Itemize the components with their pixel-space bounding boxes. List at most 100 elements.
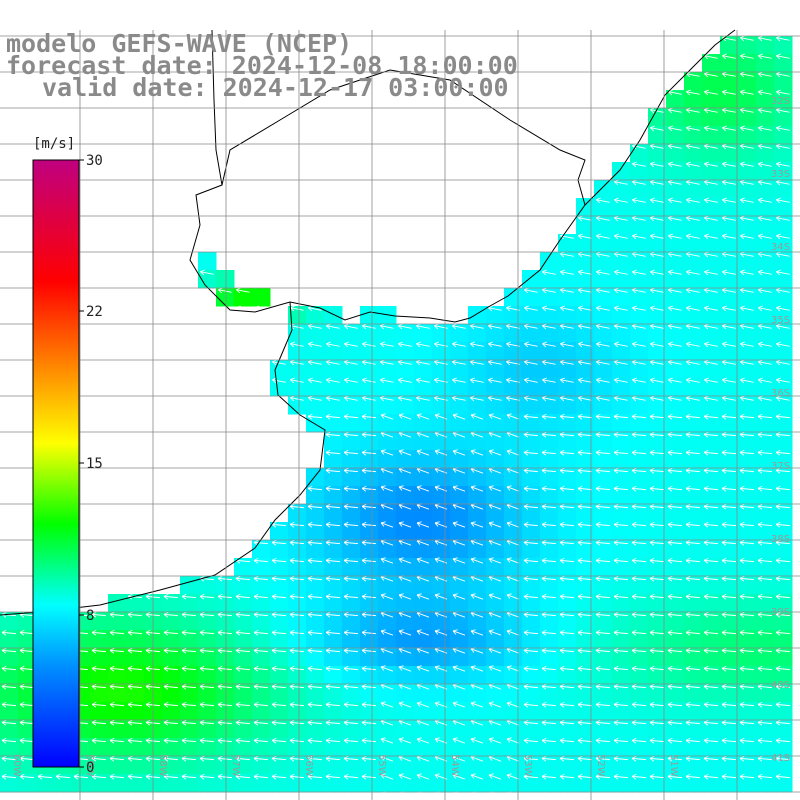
wind-arrow — [667, 755, 682, 762]
wind-arrow — [758, 197, 772, 204]
wind-speed-cell — [360, 360, 379, 379]
wind-arrow — [613, 521, 628, 528]
longitude-label: 57W — [230, 754, 241, 777]
wind-arrow — [380, 791, 394, 798]
wind-arrow — [559, 719, 574, 726]
wind-arrow — [739, 449, 754, 456]
wind-arrow — [739, 737, 754, 744]
wind-arrow — [253, 575, 268, 582]
wind-arrow — [649, 575, 664, 582]
wind-arrow — [91, 629, 106, 636]
wind-arrow — [649, 719, 664, 726]
wind-speed-cell — [630, 288, 649, 307]
wind-arrow — [686, 125, 700, 132]
wind-arrow — [596, 269, 610, 276]
wind-arrow — [361, 791, 376, 798]
wind-arrow — [109, 773, 124, 780]
wind-speed-cell — [756, 126, 775, 145]
wind-speed-cell — [414, 396, 433, 415]
wind-speed-cell — [612, 324, 631, 343]
wind-arrow — [649, 665, 664, 672]
colorbar-tick-label: 30 — [86, 153, 103, 169]
wind-speed-cell — [396, 360, 415, 379]
wind-arrow — [361, 737, 376, 744]
wind-speed-cell — [774, 396, 793, 415]
wind-arrow — [667, 557, 682, 564]
wind-speed-cell — [702, 360, 721, 379]
wind-speed-cell — [756, 108, 775, 127]
wind-arrow — [775, 557, 790, 564]
wind-speed-cell — [306, 360, 325, 379]
wind-arrow — [721, 683, 736, 690]
wind-speed-cell — [378, 324, 397, 343]
wind-speed-cell — [540, 378, 559, 397]
wind-arrow — [181, 629, 196, 636]
wind-speed-cell — [450, 378, 469, 397]
wind-arrow — [416, 377, 430, 384]
wind-arrow — [127, 701, 142, 708]
wind-arrow — [181, 773, 196, 780]
wind-speed-cell — [702, 396, 721, 415]
wind-arrow — [775, 413, 790, 420]
wind-arrow — [613, 629, 628, 636]
wind-arrow — [541, 719, 556, 726]
wind-arrow — [343, 467, 358, 474]
wind-speed-cell — [720, 180, 739, 199]
wind-arrow — [217, 611, 232, 618]
wind-arrow — [776, 53, 790, 60]
wind-arrow — [559, 647, 574, 654]
wind-speed-cell — [702, 198, 721, 217]
wind-arrow — [325, 665, 340, 672]
longitude-label: 53W — [522, 754, 533, 777]
wind-arrow — [758, 89, 772, 96]
wind-speed-cell — [324, 324, 343, 343]
wind-speed-cell — [702, 378, 721, 397]
wind-speed-cell — [684, 216, 703, 235]
longitude-labels: 60W 59W 58W 57W 56W 55W 54W 53W 52W 51W — [11, 754, 679, 777]
wind-arrow — [685, 593, 700, 600]
wind-speed-cell — [684, 378, 703, 397]
wind-arrow — [235, 773, 250, 780]
wind-speed-cell — [684, 342, 703, 361]
wind-arrow — [541, 611, 556, 618]
wind-speed-cell — [774, 270, 793, 289]
wind-arrow — [685, 431, 700, 438]
wind-arrow — [19, 737, 34, 744]
wind-arrow — [776, 269, 790, 276]
wind-speed-cell — [576, 252, 595, 271]
wind-arrow — [614, 197, 628, 204]
wind-arrow — [668, 233, 682, 240]
wind-arrow — [541, 773, 556, 780]
wind-arrow — [595, 575, 610, 582]
wind-arrow — [217, 665, 232, 672]
wind-arrow — [595, 413, 610, 420]
wind-speed-cell — [594, 198, 613, 217]
wind-arrow — [307, 593, 322, 600]
wind-speed-cell — [720, 324, 739, 343]
wind-speed-cell — [702, 342, 721, 361]
wind-arrow — [109, 701, 124, 708]
wind-arrow — [343, 575, 358, 582]
wind-arrow — [325, 629, 340, 636]
wind-arrow — [289, 683, 304, 690]
wind-arrow — [524, 305, 538, 312]
wind-arrow — [667, 665, 682, 672]
wind-speed-cell — [612, 234, 631, 253]
wind-speed-cell — [540, 324, 559, 343]
wind-speed-cell — [396, 342, 415, 361]
wind-arrow — [289, 539, 304, 546]
wind-arrow — [685, 647, 700, 654]
wind-arrow — [577, 629, 592, 636]
wind-speed-cell — [630, 342, 649, 361]
wind-speed-cell — [666, 252, 685, 271]
wind-arrow — [343, 647, 358, 654]
wind-speed-cell — [648, 378, 667, 397]
longitude-label: 54W — [449, 754, 460, 777]
wind-speed-cell — [684, 198, 703, 217]
wind-speed-cell — [666, 162, 685, 181]
wind-speed-cell — [756, 36, 775, 55]
wind-arrow — [542, 305, 556, 312]
wind-arrow — [631, 719, 646, 726]
wind-arrow — [686, 233, 700, 240]
wind-arrow — [235, 593, 250, 600]
